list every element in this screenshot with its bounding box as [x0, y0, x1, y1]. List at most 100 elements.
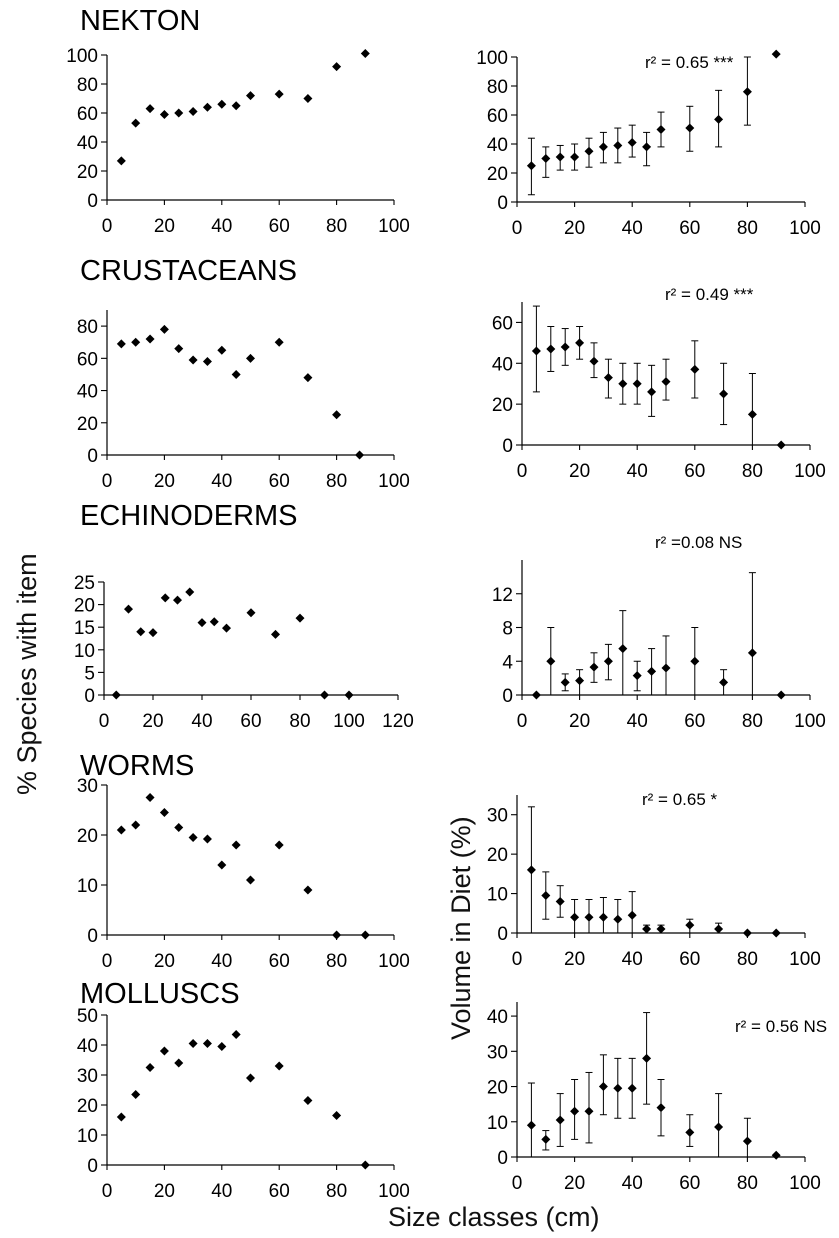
data-point [526, 161, 536, 171]
y-tick-label: 0 [87, 191, 98, 212]
data-point [776, 690, 786, 700]
x-tick-label: 80 [326, 471, 347, 492]
x-tick-label: 120 [382, 711, 414, 732]
y-tick-label: 10 [77, 876, 98, 897]
data-point [360, 49, 370, 59]
panel-title: ECHINODERMS [80, 500, 298, 532]
x-tick-label: 20 [154, 216, 175, 237]
y-tick-label: 40 [77, 133, 98, 154]
data-point [246, 608, 256, 618]
data-point [642, 142, 652, 152]
data-point [613, 914, 623, 924]
y-tick-label: 40 [487, 1007, 508, 1028]
x-tick-label: 40 [211, 471, 232, 492]
data-point [246, 353, 255, 363]
data-point [603, 656, 613, 666]
data-point [618, 379, 628, 389]
data-point [185, 587, 195, 597]
data-point [747, 648, 757, 658]
y-tick-label: 80 [77, 317, 98, 338]
data-point [570, 152, 580, 162]
data-point [145, 104, 155, 114]
data-point [274, 337, 284, 347]
y-tick-label: 100 [66, 46, 98, 67]
data-point [131, 118, 141, 128]
x-tick-label: 40 [211, 1181, 232, 1202]
data-point [188, 355, 198, 365]
panel-title: WORMS [80, 750, 194, 782]
data-point [145, 793, 155, 802]
y-tick-label: 0 [497, 1148, 508, 1169]
data-point [274, 840, 284, 850]
x-tick-label: 0 [102, 471, 113, 492]
data-point [320, 690, 329, 700]
x-tick-label: 0 [517, 711, 528, 732]
x-tick-label: 100 [333, 711, 365, 732]
data-point [632, 671, 642, 681]
x-tick-label: 60 [679, 949, 700, 970]
y-tick-label: 25 [74, 573, 95, 594]
y-tick-label: 0 [502, 686, 513, 707]
x-tick-label: 100 [789, 1173, 821, 1194]
x-tick-label: 80 [326, 1181, 347, 1202]
data-point [642, 924, 652, 934]
data-point [647, 666, 657, 676]
data-point [145, 334, 155, 344]
y-tick-label: 20 [492, 395, 513, 416]
x-tick-label: 20 [142, 711, 163, 732]
data-point [570, 912, 580, 922]
y-tick-label: 30 [77, 1066, 98, 1087]
data-point [598, 142, 608, 152]
r-squared-annotation: r² =0.08 NS [655, 533, 742, 552]
data-point [202, 102, 212, 112]
data-point [570, 1106, 580, 1116]
x-tick-label: 80 [326, 216, 347, 237]
x-tick-label: 0 [102, 1181, 113, 1202]
x-tick-label: 60 [679, 218, 700, 239]
data-point [531, 690, 541, 700]
data-point [656, 125, 666, 134]
data-point [603, 373, 613, 383]
x-tick-label: 80 [737, 218, 758, 239]
data-point [159, 1046, 169, 1056]
x-tick-label: 80 [737, 949, 758, 970]
y-tick-label: 4 [502, 652, 513, 673]
x-tick-label: 80 [326, 951, 347, 972]
x-tick-label: 60 [240, 711, 261, 732]
x-tick-label: 100 [378, 1181, 410, 1202]
y-tick-label: 30 [487, 806, 508, 827]
data-point [332, 1111, 342, 1120]
y-tick-label: 0 [84, 686, 95, 707]
x-tick-label: 20 [564, 1173, 585, 1194]
x-tick-label: 40 [627, 461, 648, 482]
data-point [690, 364, 700, 374]
data-point [685, 123, 695, 133]
data-point [303, 885, 313, 895]
y-tick-label: 0 [87, 926, 98, 947]
x-tick-label: 40 [211, 951, 232, 972]
data-point [148, 628, 158, 638]
x-tick-label: 20 [154, 951, 175, 972]
data-point [303, 373, 313, 383]
data-point [159, 109, 169, 119]
panel-worms-volume: 0 10 20 30 0 20 40 60 80 100 r² = 0.65 * [487, 790, 821, 970]
x-tick-label: 20 [569, 711, 590, 732]
data-point [555, 152, 565, 162]
y-axis-label-left: % Species with item [12, 553, 42, 795]
data-point [526, 1120, 536, 1130]
data-point [584, 912, 594, 922]
data-point [575, 338, 585, 348]
data-point [714, 114, 724, 124]
x-tick-label: 20 [154, 1181, 175, 1202]
data-point [116, 156, 126, 166]
data-point [246, 875, 255, 885]
panel-crustaceans-volume: 0 20 40 60 0 20 40 60 80 100 r² = 0.49 *** [492, 285, 826, 482]
x-tick-label: 100 [794, 461, 826, 482]
data-point [174, 344, 184, 354]
x-tick-label: 100 [378, 951, 410, 972]
data-point [690, 656, 700, 666]
x-tick-label: 0 [512, 218, 523, 239]
x-tick-label: 100 [789, 218, 821, 239]
